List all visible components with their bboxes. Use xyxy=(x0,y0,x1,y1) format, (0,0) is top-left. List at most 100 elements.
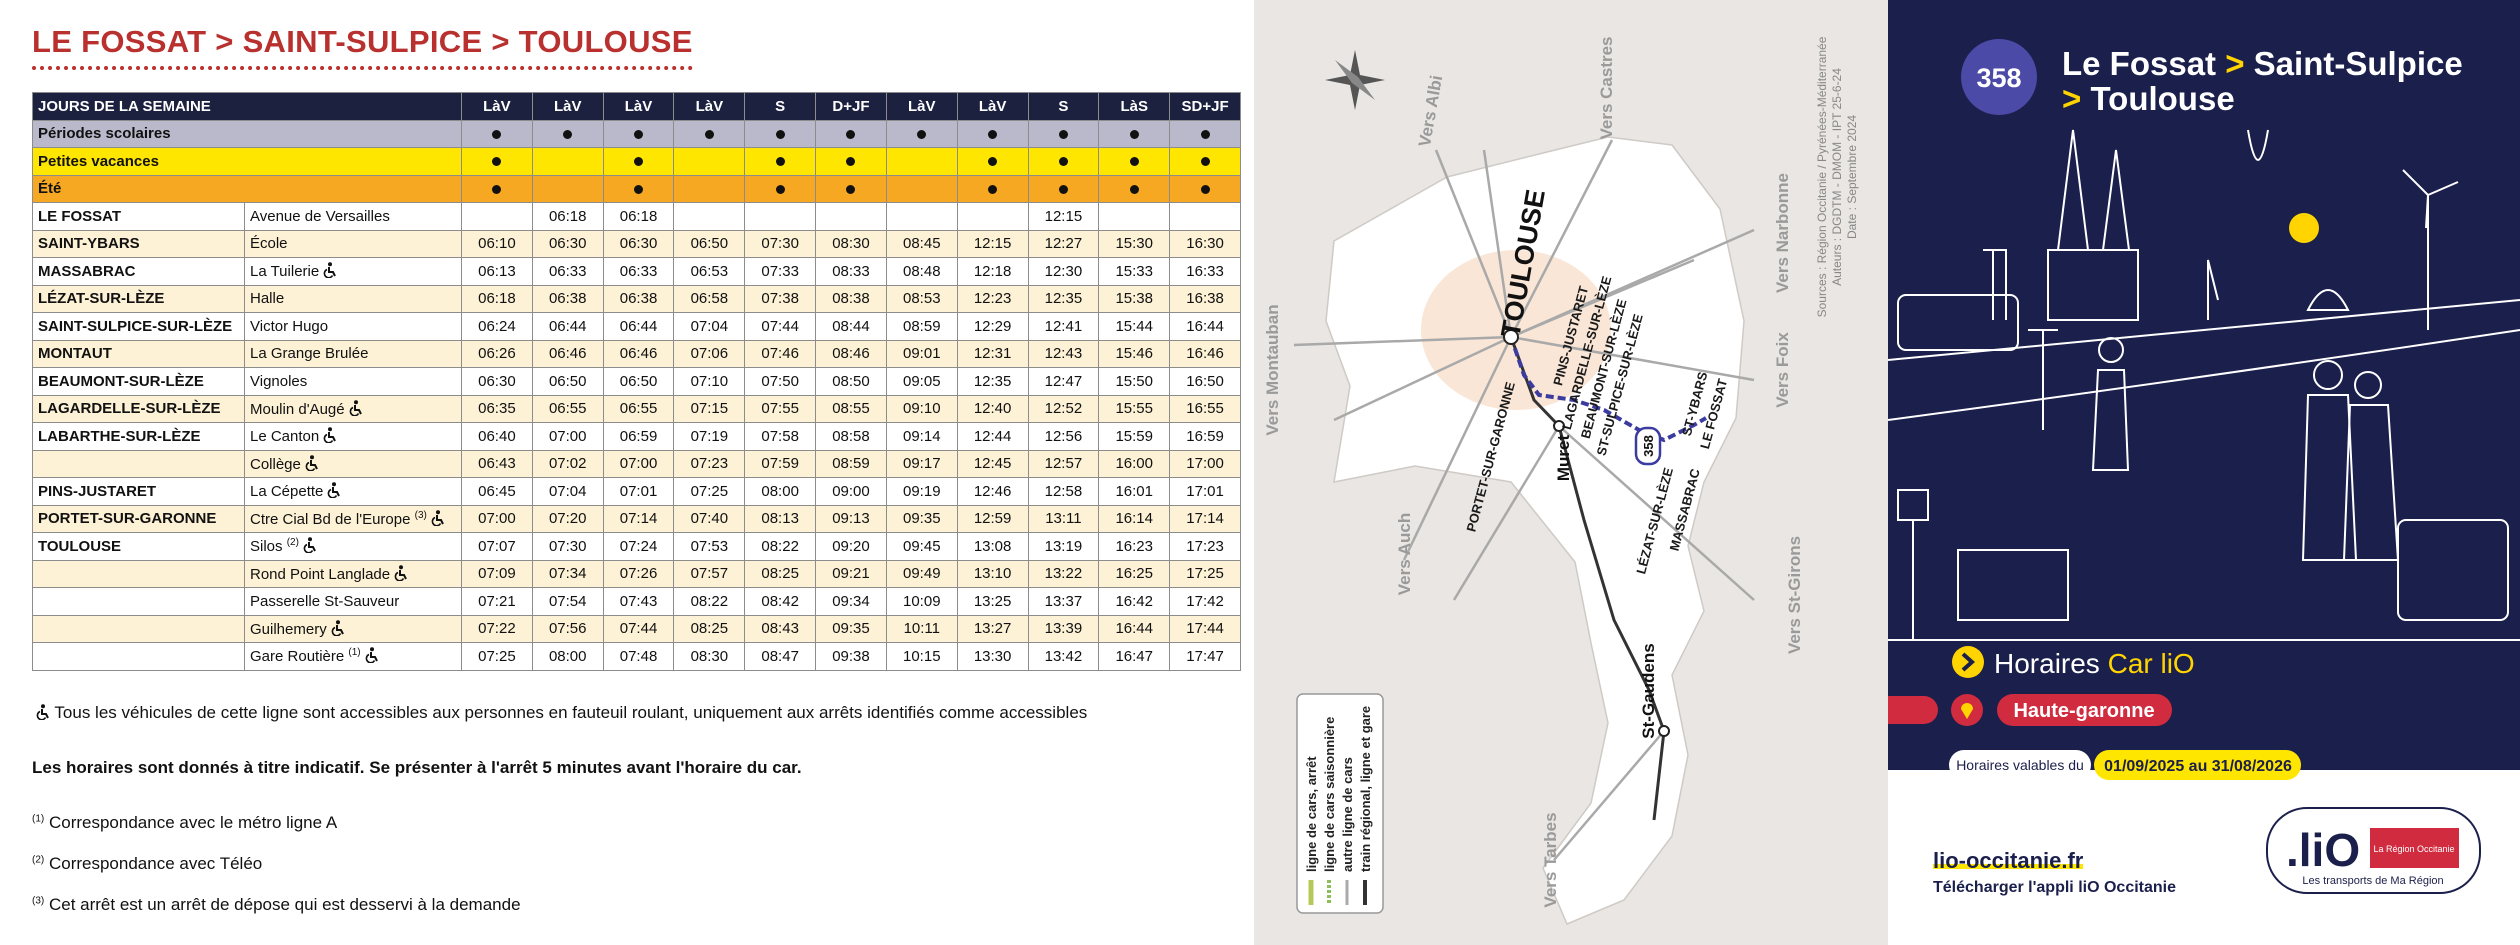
time: 12:31 xyxy=(973,345,1012,363)
time-cell: 12:44 xyxy=(956,422,1029,451)
time: 15:59 xyxy=(1115,427,1153,445)
time: 17:42 xyxy=(1186,592,1224,610)
stop-note: (3) xyxy=(414,509,427,521)
time-cell: 08:00 xyxy=(531,642,604,671)
title-separator: > xyxy=(2225,45,2244,82)
icon-head xyxy=(328,427,333,432)
time-cell: 07:20 xyxy=(531,504,604,533)
time: 07:48 xyxy=(619,647,658,665)
dot xyxy=(1129,157,1139,167)
time: 07:58 xyxy=(761,427,799,445)
direction-label: Vers Auch xyxy=(1395,513,1414,596)
stop-row: SAINT-SULPICE-SUR-LÈZE Victor Hugo 06:24 06… xyxy=(32,312,1241,341)
icon-wheel xyxy=(36,710,47,721)
time: 10:09 xyxy=(903,592,941,610)
dot xyxy=(1200,129,1210,139)
commune-cell xyxy=(32,614,245,643)
time-cell: 06:53 xyxy=(673,257,746,286)
time: 07:30 xyxy=(761,235,799,253)
dot xyxy=(775,129,785,139)
source-line: Date : Septembre 2024 xyxy=(1845,115,1859,239)
dot xyxy=(775,184,785,194)
time: 15:30 xyxy=(1115,235,1153,253)
time-cell: 07:02 xyxy=(531,449,604,478)
day-header: LàV xyxy=(673,92,746,121)
commune: MONTAUT xyxy=(38,345,112,363)
time: 12:35 xyxy=(1044,290,1083,308)
stop-name: Ctre Cial Bd de l'Europe xyxy=(250,510,411,528)
commune: LÉZAT-SUR-LÈZE xyxy=(38,290,165,308)
time-cell: 12:59 xyxy=(956,504,1029,533)
line-circle xyxy=(1961,39,2037,115)
period-cell xyxy=(956,119,1029,148)
time-cell: 06:33 xyxy=(602,257,675,286)
time-cell: 07:06 xyxy=(673,339,746,368)
period-cell xyxy=(1169,147,1241,176)
cover-panel: 358 Le Fossat > Saint-Sulpice > Toulouse… xyxy=(1888,0,2520,945)
icon-body xyxy=(353,404,362,415)
icon-head xyxy=(41,704,45,709)
time-cell: 06:43 xyxy=(461,449,533,478)
stop-cell: Gare Routière (1) xyxy=(244,642,462,671)
dot xyxy=(1200,184,1210,194)
website-underline xyxy=(1933,864,2083,869)
route-358 xyxy=(1509,336,1708,443)
time-cell: 06:50 xyxy=(531,367,604,396)
wheelchair-icon xyxy=(431,509,444,527)
time-cell: 06:26 xyxy=(461,339,533,368)
time-cell: 08:30 xyxy=(673,642,746,671)
time: 06:45 xyxy=(478,482,516,500)
time: 12:15 xyxy=(1044,207,1083,225)
period-cell xyxy=(1169,174,1241,203)
time-cell: 12:52 xyxy=(1027,394,1100,423)
time-cell: 07:23 xyxy=(673,449,746,478)
time-cell: 06:18 xyxy=(531,202,604,231)
time-cell: 07:04 xyxy=(673,312,746,341)
stop-row: PINS-JUSTARET La Cépette 06:45 07:04 07:01 07… xyxy=(32,477,1241,506)
time-cell: 06:18 xyxy=(602,202,675,231)
stop-row: Rond Point Langlade 07:09 07:34 07:26 07:57 0… xyxy=(32,559,1241,588)
time-cell: 12:31 xyxy=(956,339,1029,368)
time-cell: 15:59 xyxy=(1098,422,1171,451)
time-cell: 07:30 xyxy=(744,229,817,258)
time-cell xyxy=(1098,202,1171,231)
icon-wheel xyxy=(431,516,442,527)
time-cell: 08:22 xyxy=(673,587,746,616)
time-cell: 09:01 xyxy=(885,339,958,368)
stop-name: Victor Hugo xyxy=(250,317,329,335)
validity-pill xyxy=(1949,750,2091,780)
time: 10:15 xyxy=(903,647,941,665)
header-label: JOURS DE LA SEMAINE xyxy=(32,92,462,121)
time: 08:58 xyxy=(832,427,870,445)
time-cell: 06:38 xyxy=(602,284,675,313)
time: 07:07 xyxy=(478,537,516,555)
chevron-circle xyxy=(1952,646,1984,678)
time-cell: 09:49 xyxy=(885,559,958,588)
commune-cell: LABARTHE-SUR-LÈZE xyxy=(32,422,245,451)
dot xyxy=(1058,184,1068,194)
time: 07:53 xyxy=(690,537,729,555)
stop-row: LE FOSSAT Avenue de Versailles 06:18 06:18 1… xyxy=(32,202,1241,231)
time: 09:38 xyxy=(832,647,870,665)
time: 17:25 xyxy=(1186,565,1224,583)
dot xyxy=(492,157,502,167)
time-cell: 06:59 xyxy=(602,422,675,451)
time: 07:04 xyxy=(690,317,729,335)
time-cell: 10:11 xyxy=(885,614,958,643)
dot xyxy=(775,157,785,167)
time-cell: 16:44 xyxy=(1169,312,1241,341)
wheelchair-icon xyxy=(394,564,408,582)
time-cell: 08:00 xyxy=(744,477,817,506)
time: 06:30 xyxy=(548,235,587,253)
period-cell xyxy=(673,174,746,203)
stop-cell: La Grange Brulée xyxy=(244,339,462,368)
time-cell: 06:30 xyxy=(602,229,675,258)
time-cell: 08:30 xyxy=(815,229,887,258)
time: 08:25 xyxy=(690,620,729,638)
icon-head xyxy=(309,454,314,459)
time: 12:43 xyxy=(1044,345,1083,363)
time: 13:11 xyxy=(1045,510,1082,528)
time-cell: 16:42 xyxy=(1098,587,1171,616)
time: 12:46 xyxy=(973,482,1012,500)
time: 07:00 xyxy=(619,455,658,473)
